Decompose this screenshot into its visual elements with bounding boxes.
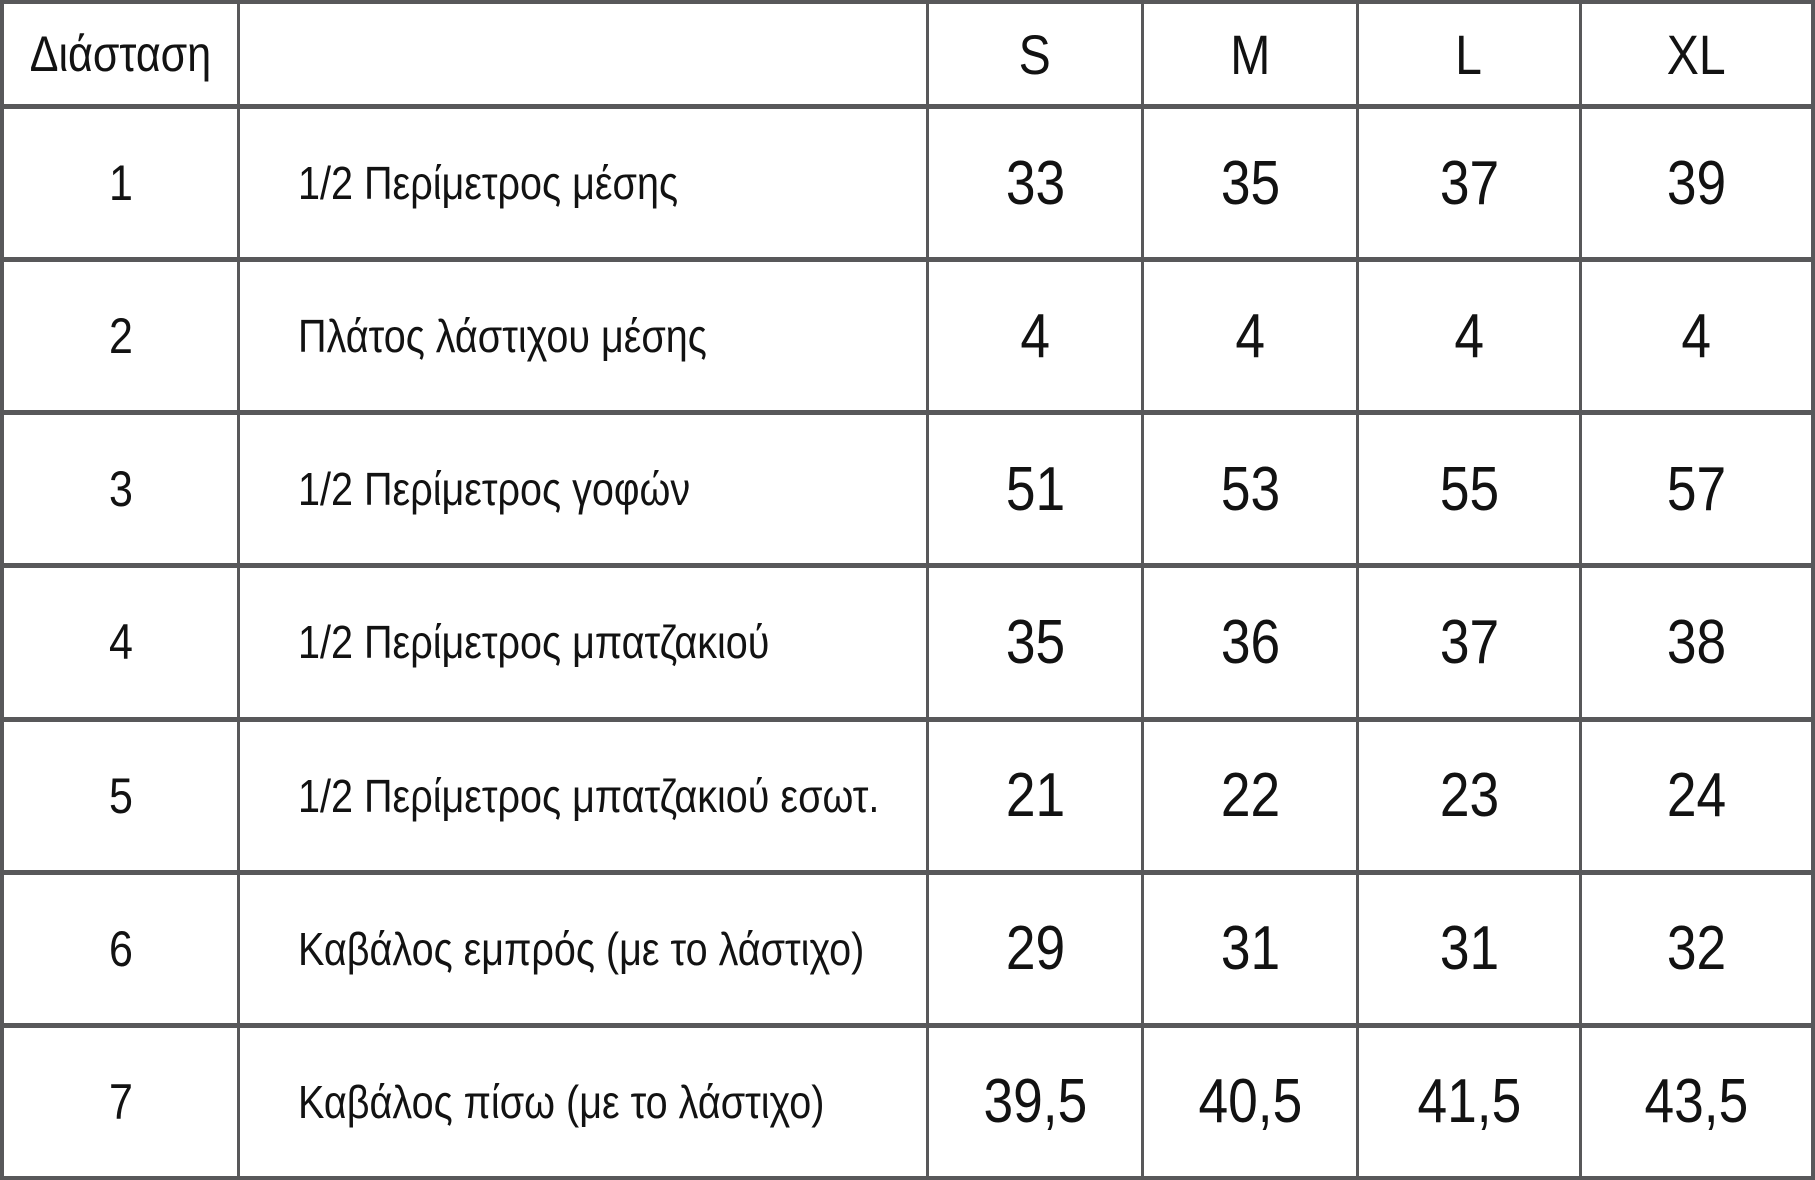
value-cell-m: 53	[1144, 415, 1356, 564]
value-xl: 24	[1666, 761, 1727, 831]
dimension-label-cell: 1/2 Περίμετρος γοφών	[240, 415, 926, 564]
dimension-label: Καβάλος εμπρός (με το λάστιχο)	[298, 922, 865, 975]
value-cell-l: 41,5	[1359, 1027, 1579, 1176]
value-l: 37	[1439, 148, 1499, 218]
value-cell-s: 4	[929, 262, 1141, 411]
header-dimension-text: Διάσταση	[29, 26, 212, 82]
dimension-number: 5	[108, 767, 133, 824]
value-xl: 43,5	[1644, 1067, 1749, 1137]
value-s: 35	[1005, 607, 1065, 677]
header-size-xl: XL	[1582, 4, 1811, 104]
value-cell-xl: 57	[1582, 415, 1811, 564]
dimension-label-cell: 1/2 Περίμετρος μπατζακιού	[240, 568, 926, 717]
value-s: 33	[1005, 148, 1065, 218]
dimension-label: 1/2 Περίμετρος γοφών	[298, 463, 691, 516]
value-xl: 39	[1666, 148, 1727, 218]
header-size-l: L	[1359, 4, 1579, 104]
dimension-label: Καβάλος πίσω (με το λάστιχο)	[298, 1075, 825, 1128]
value-m: 22	[1220, 761, 1280, 831]
dimension-number: 2	[108, 308, 133, 365]
dimension-label: 1/2 Περίμετρος μπατζακιού	[298, 616, 770, 669]
value-s: 21	[1005, 761, 1065, 831]
value-cell-l: 4	[1359, 262, 1579, 411]
value-cell-l: 55	[1359, 415, 1579, 564]
value-cell-s: 39,5	[929, 1027, 1141, 1176]
value-cell-s: 21	[929, 721, 1141, 870]
value-cell-xl: 24	[1582, 721, 1811, 870]
value-cell-s: 33	[929, 109, 1141, 258]
value-xl: 32	[1666, 914, 1727, 984]
header-size-xl-text: XL	[1667, 22, 1726, 86]
value-cell-m: 36	[1144, 568, 1356, 717]
value-m: 36	[1220, 607, 1280, 677]
dimension-number: 4	[108, 614, 133, 671]
dimension-number-cell: 2	[4, 262, 237, 411]
dimension-label-cell: Καβάλος εμπρός (με το λάστιχο)	[240, 874, 926, 1023]
value-cell-l: 37	[1359, 109, 1579, 258]
value-m: 40,5	[1198, 1067, 1302, 1137]
value-l: 23	[1439, 761, 1499, 831]
dimension-label: Πλάτος λάστιχου μέσης	[298, 310, 707, 363]
dimension-number: 6	[108, 920, 133, 977]
value-cell-s: 29	[929, 874, 1141, 1023]
value-cell-xl: 39	[1582, 109, 1811, 258]
value-m: 35	[1220, 148, 1280, 218]
value-s: 29	[1005, 914, 1065, 984]
dimension-number-cell: 5	[4, 721, 237, 870]
value-cell-m: 4	[1144, 262, 1356, 411]
dimension-number-cell: 4	[4, 568, 237, 717]
value-cell-xl: 38	[1582, 568, 1811, 717]
value-s: 4	[1020, 301, 1050, 371]
dimension-label-cell: 1/2 Περίμετρος μέσης	[240, 109, 926, 258]
dimension-number-cell: 3	[4, 415, 237, 564]
value-xl: 38	[1666, 607, 1727, 677]
value-cell-l: 37	[1359, 568, 1579, 717]
header-size-s: S	[929, 4, 1141, 104]
dimension-label-cell: Καβάλος πίσω (με το λάστιχο)	[240, 1027, 926, 1176]
header-size-m: M	[1144, 4, 1356, 104]
value-cell-xl: 4	[1582, 262, 1811, 411]
value-l: 37	[1439, 607, 1499, 677]
dimension-number-cell: 7	[4, 1027, 237, 1176]
dimension-label: 1/2 Περίμετρος μέσης	[298, 157, 679, 210]
value-cell-m: 35	[1144, 109, 1356, 258]
header-size-m-text: M	[1229, 22, 1271, 86]
header-dimension-label: Διάσταση	[4, 4, 237, 104]
dimension-label-cell: 1/2 Περίμετρος μπατζακιού εσωτ.	[240, 721, 926, 870]
dimension-number-cell: 6	[4, 874, 237, 1023]
value-xl: 4	[1681, 301, 1712, 371]
header-description-empty-cell	[240, 4, 926, 104]
dimension-label: 1/2 Περίμετρος μπατζακιού εσωτ.	[298, 769, 880, 822]
value-cell-m: 22	[1144, 721, 1356, 870]
value-l: 55	[1439, 454, 1499, 524]
value-cell-xl: 32	[1582, 874, 1811, 1023]
value-xl: 57	[1666, 454, 1727, 524]
value-cell-m: 40,5	[1144, 1027, 1356, 1176]
value-m: 31	[1220, 914, 1280, 984]
value-m: 53	[1220, 454, 1280, 524]
value-m: 4	[1235, 301, 1265, 371]
value-cell-s: 35	[929, 568, 1141, 717]
value-cell-s: 51	[929, 415, 1141, 564]
dimension-number: 1	[108, 155, 133, 212]
value-l: 31	[1439, 914, 1499, 984]
value-cell-l: 23	[1359, 721, 1579, 870]
value-cell-xl: 43,5	[1582, 1027, 1811, 1176]
dimension-label-cell: Πλάτος λάστιχου μέσης	[240, 262, 926, 411]
value-s: 51	[1005, 454, 1065, 524]
value-l: 41,5	[1417, 1067, 1521, 1137]
value-cell-l: 31	[1359, 874, 1579, 1023]
header-size-s-text: S	[1018, 22, 1052, 86]
value-l: 4	[1454, 301, 1484, 371]
dimension-number-cell: 1	[4, 109, 237, 258]
value-s: 39,5	[983, 1067, 1087, 1137]
value-cell-m: 31	[1144, 874, 1356, 1023]
dimension-number: 7	[108, 1073, 133, 1130]
header-size-l-text: L	[1455, 22, 1483, 86]
dimension-number: 3	[108, 461, 133, 518]
